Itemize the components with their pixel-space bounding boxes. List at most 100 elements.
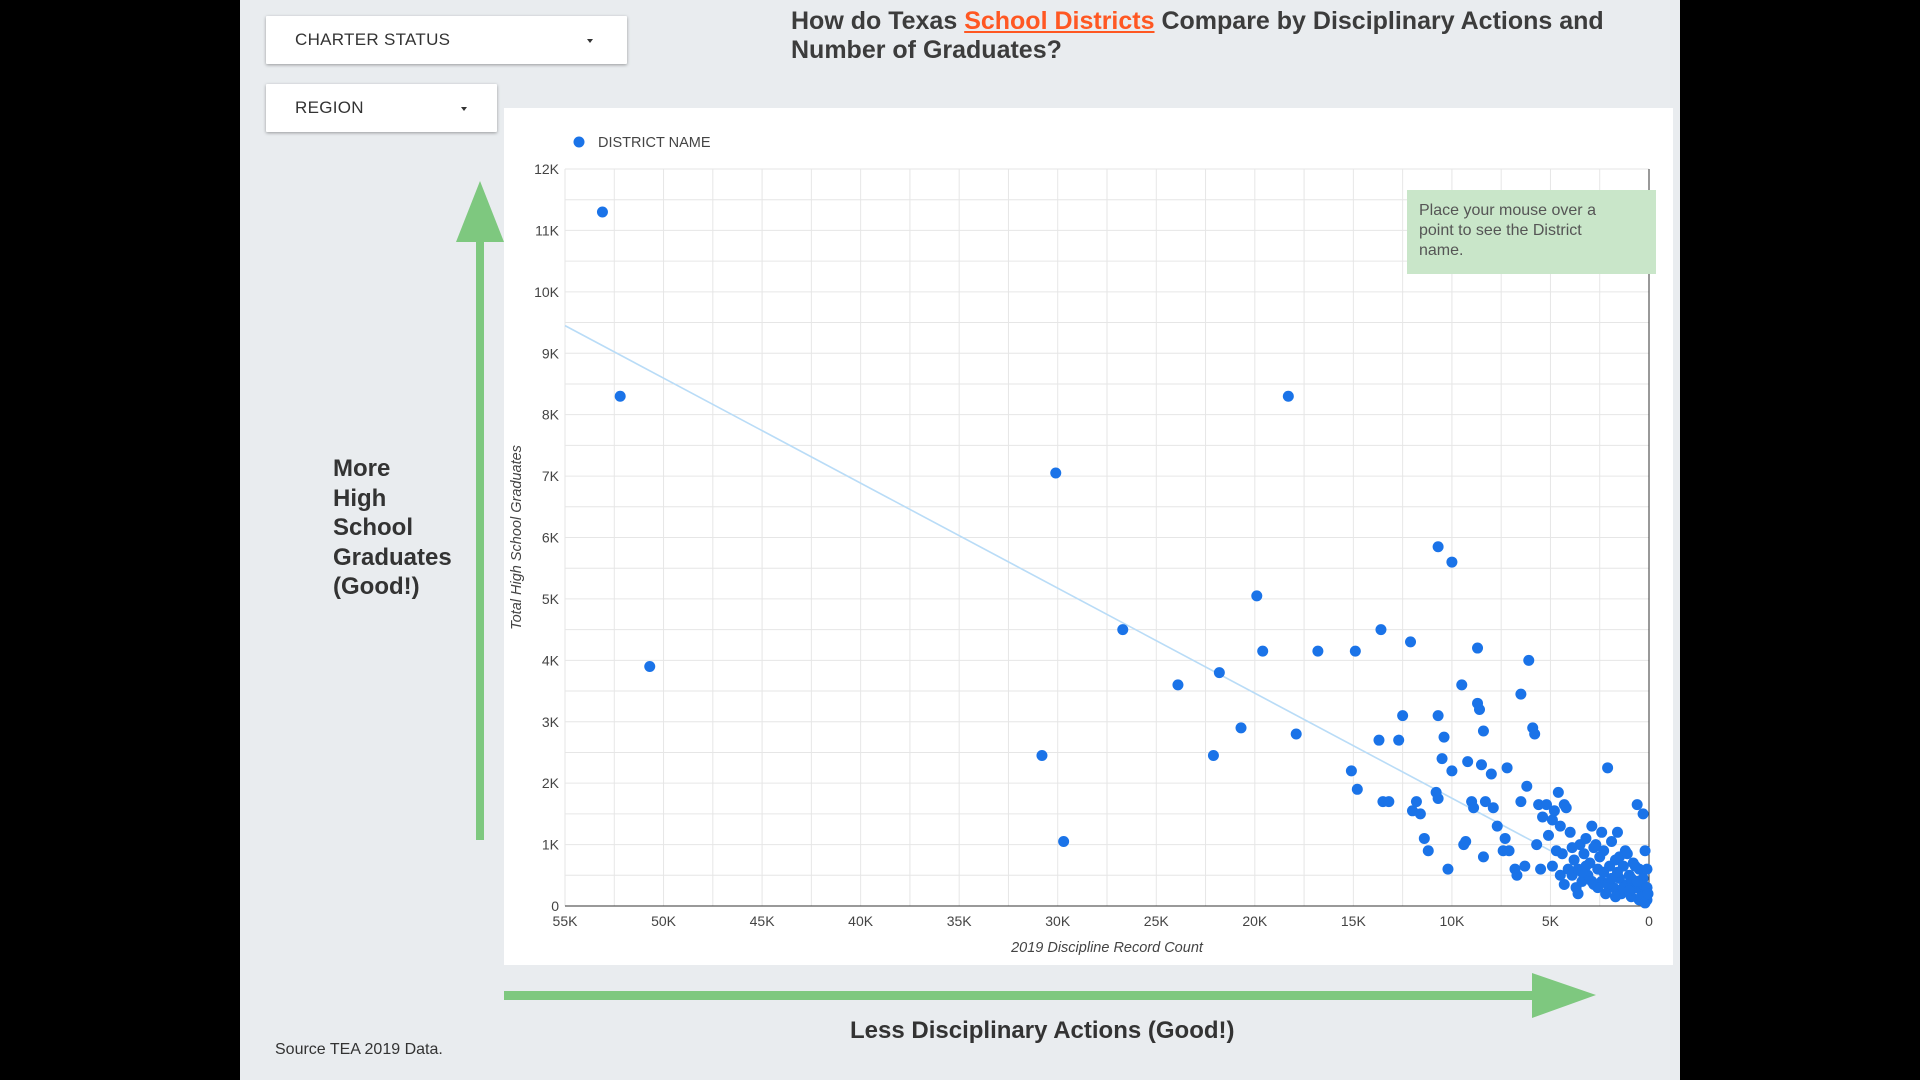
data-point	[1623, 885, 1635, 897]
data-point	[1519, 860, 1531, 872]
more-graduates-label-line: More	[333, 455, 391, 482]
y-axis-title: Total High School Graduates	[509, 445, 525, 630]
data-point	[1639, 845, 1651, 857]
data-point	[1611, 866, 1623, 878]
data-point	[1410, 796, 1422, 808]
y-tick-label: 10K	[534, 284, 560, 300]
data-point	[1351, 783, 1363, 795]
data-point	[1578, 848, 1590, 860]
data-point	[1456, 679, 1468, 691]
data-point	[1474, 703, 1486, 715]
data-point	[1442, 863, 1454, 875]
data-point	[1641, 863, 1653, 875]
x-tick-label: 5K	[1542, 913, 1560, 929]
data-point	[1485, 768, 1497, 780]
x-tick-label: 45K	[750, 913, 776, 929]
legend-label: DISTRICT NAME	[598, 135, 711, 151]
data-point	[1446, 556, 1458, 568]
data-point	[1586, 820, 1598, 832]
y-tick-label: 5K	[542, 591, 560, 607]
x-axis-title: 2019 Discipline Record Count	[1010, 940, 1204, 956]
data-point	[1375, 624, 1387, 636]
data-point	[1606, 836, 1618, 848]
y-tick-label: 2K	[542, 775, 560, 791]
data-point	[1542, 829, 1554, 841]
data-point	[1422, 845, 1434, 857]
data-point	[614, 390, 626, 402]
x-tick-label: 20K	[1242, 913, 1268, 929]
data-point	[1207, 750, 1219, 762]
y-tick-label: 3K	[542, 714, 560, 730]
data-point	[1282, 390, 1294, 402]
data-point	[1631, 875, 1643, 887]
data-point	[1432, 710, 1444, 722]
data-point	[1552, 786, 1564, 798]
data-point	[1251, 590, 1263, 602]
data-point	[1436, 753, 1448, 765]
y-tick-label: 8K	[542, 407, 560, 423]
x-tick-label: 15K	[1341, 913, 1367, 929]
data-point	[1393, 734, 1405, 746]
data-point	[1475, 759, 1487, 771]
data-point	[1050, 467, 1062, 479]
data-point	[1235, 722, 1247, 734]
data-point	[1312, 645, 1324, 657]
up-arrow	[456, 181, 504, 840]
data-point	[1621, 848, 1633, 860]
data-point	[1531, 839, 1543, 851]
data-point	[1515, 688, 1527, 700]
less-disciplinary-label: Less Disciplinary Actions (Good!)	[850, 1017, 1235, 1044]
scatter-chart: 55K 50K 45K 40K 35K 30K 25K 20K 15K 10K 5K 0 0 1K 2K 3K…	[509, 135, 1656, 956]
data-point	[1564, 826, 1576, 838]
data-point	[1556, 848, 1568, 860]
y-tick-label: 11K	[535, 222, 560, 238]
data-point	[1535, 863, 1547, 875]
data-point	[1637, 808, 1649, 820]
data-point	[1639, 897, 1651, 909]
data-point	[1631, 799, 1643, 811]
y-tick-label: 0	[551, 898, 559, 914]
charter-status-filter-label: CHARTER STATUS	[295, 30, 451, 49]
data-point	[1345, 765, 1357, 777]
data-point	[1460, 836, 1472, 848]
region-filter[interactable]: REGION	[266, 84, 497, 132]
y-tick-label: 9K	[542, 345, 560, 361]
hint-box	[1407, 190, 1656, 274]
x-tick-label: 0	[1645, 913, 1653, 929]
data-point	[1588, 842, 1600, 854]
charter-status-filter[interactable]: CHARTER STATUS	[266, 16, 627, 64]
data-point	[1596, 826, 1608, 838]
data-point	[1477, 851, 1489, 863]
x-tick-label: 30K	[1045, 913, 1071, 929]
data-point	[1598, 845, 1610, 857]
data-point	[1472, 642, 1484, 654]
data-point	[1600, 888, 1612, 900]
data-point	[1432, 793, 1444, 805]
report-canvas: CHARTER STATUS REGION How do Texas Schoo…	[240, 0, 1680, 1080]
data-point	[1546, 814, 1558, 826]
data-point	[1036, 750, 1048, 762]
chart-card: 55K 50K 45K 40K 35K 30K 25K 20K 15K 10K 5K 0 0 1K 2K 3K…	[504, 108, 1673, 965]
data-point	[1554, 869, 1566, 881]
x-tick-label: 55K	[553, 913, 579, 929]
right-arrow-head	[1532, 973, 1596, 1018]
page-title: How do Texas School Districts Compare by…	[791, 7, 1671, 65]
data-point	[1560, 802, 1572, 814]
y-tick-label: 4K	[542, 652, 560, 668]
data-point	[1558, 879, 1570, 891]
legend-marker	[573, 136, 585, 148]
chevron-down-icon	[587, 39, 593, 43]
data-point	[1548, 805, 1560, 817]
data-point	[644, 660, 656, 672]
y-tick-label: 12K	[534, 161, 560, 177]
x-tick-label: 35K	[947, 913, 973, 929]
data-point	[1523, 654, 1535, 666]
data-point	[1477, 725, 1489, 737]
data-point	[1562, 863, 1574, 875]
region-filter-label: REGION	[295, 98, 364, 117]
data-point	[1572, 888, 1584, 900]
data-point	[1586, 875, 1598, 887]
data-point	[1438, 731, 1450, 743]
more-graduates-label: More High School Graduates (Good!)	[333, 454, 452, 602]
school-districts-link[interactable]: School Districts	[964, 7, 1155, 35]
